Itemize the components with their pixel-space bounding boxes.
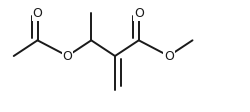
Text: O: O <box>134 7 144 20</box>
Text: O: O <box>164 50 174 62</box>
Text: O: O <box>32 7 42 20</box>
Text: O: O <box>62 50 72 62</box>
